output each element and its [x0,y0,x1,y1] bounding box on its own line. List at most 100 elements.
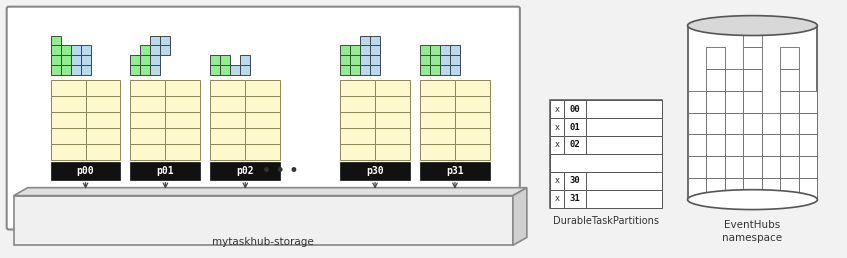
Bar [550,118,662,136]
Bar [160,204,185,235]
Bar [130,96,165,112]
Bar [51,128,86,144]
Bar [51,65,61,75]
Bar [51,162,120,180]
Bar [799,178,817,200]
Bar [564,100,586,118]
Bar [370,65,380,75]
Bar [550,172,662,190]
Bar [370,36,380,45]
Bar [51,144,86,160]
Ellipse shape [370,232,394,238]
Bar [761,156,780,178]
Bar [706,69,725,91]
Bar [160,36,170,45]
Bar [70,45,80,55]
Bar [130,65,141,75]
Bar [370,45,380,55]
Bar [375,144,410,160]
Text: x: x [554,194,559,203]
Bar [51,96,86,112]
Bar [132,204,157,235]
Bar [340,144,375,160]
Bar [420,45,430,55]
Bar [780,69,799,91]
Bar [440,65,450,75]
Text: EventHubs
namespace: EventHubs namespace [722,220,783,243]
Text: 02: 02 [569,140,580,149]
Bar [246,144,280,160]
Bar [241,204,264,235]
Text: p02: p02 [236,166,254,176]
Bar [14,196,512,245]
Text: 31: 31 [569,194,580,203]
Bar [80,45,91,55]
Bar [230,65,241,75]
Bar [246,96,280,112]
Bar [743,91,761,112]
Bar [375,128,410,144]
Bar [360,65,370,75]
Bar [130,55,141,65]
Bar [51,112,86,128]
Bar [53,204,76,235]
Ellipse shape [450,201,474,207]
Bar [165,96,201,112]
Bar [780,178,799,200]
Bar [706,134,725,156]
Bar [688,26,817,200]
Ellipse shape [213,232,236,238]
Bar [550,136,662,154]
Ellipse shape [80,232,104,238]
Bar [130,80,165,96]
Bar [340,45,350,55]
Bar [80,55,91,65]
Bar [455,80,490,96]
Bar [340,96,375,112]
Bar [420,65,430,75]
Bar [420,162,490,180]
Bar [564,136,586,154]
Ellipse shape [422,201,446,207]
Bar [210,80,246,96]
Bar [688,134,706,156]
Bar [706,47,725,69]
Bar [761,112,780,134]
Bar [350,55,360,65]
Text: 01: 01 [569,123,580,132]
Bar [706,178,725,200]
Bar [743,178,761,200]
Bar [210,144,246,160]
Bar [725,134,743,156]
Bar [340,55,350,65]
Bar [706,91,725,112]
Bar [86,128,120,144]
Bar [51,55,61,65]
Bar [440,55,450,65]
Bar [51,80,86,96]
Bar [210,55,220,65]
Bar [550,190,662,208]
Bar [165,144,201,160]
Bar [165,80,201,96]
Ellipse shape [132,201,157,207]
Bar [780,112,799,134]
Bar [130,144,165,160]
Bar [420,128,455,144]
Bar [430,65,440,75]
Bar [86,96,120,112]
Bar [725,178,743,200]
Bar [360,55,370,65]
Bar [70,65,80,75]
Bar [550,172,564,190]
Bar [725,156,743,178]
Bar [151,55,160,65]
Text: • • •: • • • [262,164,298,178]
Bar [450,45,460,55]
Bar [780,156,799,178]
Bar [780,91,799,112]
Bar [550,154,662,172]
Bar [246,80,280,96]
Text: p30: p30 [366,166,384,176]
Bar [761,178,780,200]
